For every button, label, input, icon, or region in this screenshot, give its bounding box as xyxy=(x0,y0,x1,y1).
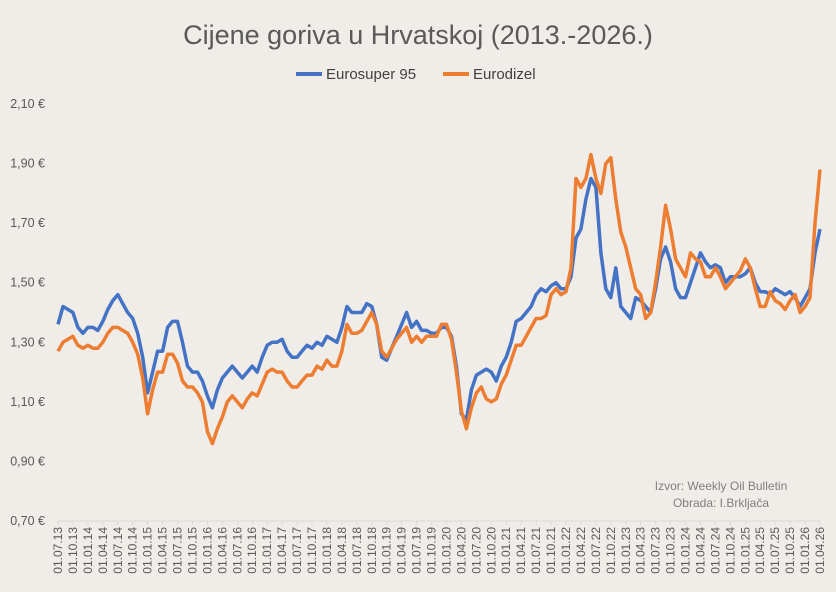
x-tick-label: 01.01.23 xyxy=(619,527,633,574)
y-axis: 0,70 € 0,90 € 1,10 € 1,30 € 1,50 € 1,70 € 1,90… xyxy=(10,97,45,528)
x-tick-label: 01.01.20 xyxy=(439,527,453,574)
y-tick-label: 0,90 € xyxy=(10,454,45,468)
x-tick-label: 01.10.21 xyxy=(544,527,558,574)
x-tick-label: 01.01.18 xyxy=(320,527,334,574)
x-tick-label: 01.10.25 xyxy=(783,527,797,574)
x-tick-label: 01.04.19 xyxy=(395,527,409,574)
x-tick-label: 01.07.23 xyxy=(649,527,663,574)
x-tick-label: 01.07.14 xyxy=(111,527,125,574)
author-annotation: Obrada: I.Brkljača xyxy=(673,496,769,510)
x-tick-label: 01.04.15 xyxy=(156,527,170,574)
source-annotation: Izvor: Weekly Oil Bulletin xyxy=(655,479,788,493)
y-tick-label: 1,30 € xyxy=(10,335,45,349)
x-tick-label: 01.10.18 xyxy=(365,527,379,574)
x-tick-label: 01.04.25 xyxy=(753,527,767,574)
x-tick-label: 01.04.20 xyxy=(454,527,468,574)
x-tick-label: 01.07.25 xyxy=(768,527,782,574)
x-tick-label: 01.04.14 xyxy=(96,527,110,574)
x-tick-label: 01.10.24 xyxy=(723,527,737,574)
x-tick-label: 01.01.15 xyxy=(141,527,155,574)
x-tick-label: 01.01.26 xyxy=(798,527,812,574)
x-axis: 01.07.13 01.10.13 01.01.14 01.04.14 01.07.14… xyxy=(51,520,827,574)
chart-title: Cijene goriva u Hrvatskoj (2013.-2026.) xyxy=(183,20,653,50)
x-tick-label: 01.07.20 xyxy=(469,527,483,574)
x-tick-label: 01.01.24 xyxy=(679,527,693,574)
x-tick-label: 01.01.25 xyxy=(738,527,752,574)
eurosuper-95-line xyxy=(56,176,822,422)
x-tick-label: 01.07.17 xyxy=(290,527,304,574)
x-tick-label: 01.07.16 xyxy=(230,527,244,574)
x-tick-label: 01.04.21 xyxy=(514,527,528,574)
x-tick-label: 01.07.19 xyxy=(410,527,424,574)
x-tick-label: 01.04.26 xyxy=(813,527,827,574)
x-tick-label: 01.01.14 xyxy=(81,527,95,574)
x-tick-label: 01.07.18 xyxy=(350,527,364,574)
x-tick-label: 01.10.17 xyxy=(305,527,319,574)
x-tick-label: 01.10.22 xyxy=(604,527,618,574)
x-tick-label: 01.10.16 xyxy=(245,527,259,574)
x-tick-label: 01.10.23 xyxy=(664,527,678,574)
y-tick-label: 2,10 € xyxy=(10,97,45,111)
x-tick-label: 01.01.16 xyxy=(200,527,214,574)
y-tick-label: 1,90 € xyxy=(10,157,45,171)
x-tick-label: 01.10.19 xyxy=(425,527,439,574)
x-tick-label: 01.10.13 xyxy=(66,527,80,574)
x-tick-label: 01.04.23 xyxy=(634,527,648,574)
y-tick-label: 1,50 € xyxy=(10,276,45,290)
x-tick-label: 01.10.15 xyxy=(185,527,199,574)
y-tick-label: 1,10 € xyxy=(10,395,45,409)
y-tick-label: 1,70 € xyxy=(10,216,45,230)
series-lines xyxy=(56,152,822,446)
legend: Eurosuper 95 Eurodizel xyxy=(296,66,536,83)
x-tick-label: 01.04.18 xyxy=(335,527,349,574)
x-tick-label: 01.10.20 xyxy=(484,527,498,574)
x-tick-label: 01.07.21 xyxy=(529,527,543,574)
x-tick-label: 01.01.19 xyxy=(380,527,394,574)
y-tick-label: 0,70 € xyxy=(10,514,45,528)
x-tick-label: 01.07.15 xyxy=(171,527,185,574)
legend-label-eurodizel: Eurodizel xyxy=(473,66,536,83)
x-tick-label: 01.01.21 xyxy=(499,527,513,574)
x-tick-label: 01.04.16 xyxy=(215,527,229,574)
x-tick-label: 01.04.17 xyxy=(275,527,289,574)
legend-label-eurosuper: Eurosuper 95 xyxy=(326,66,416,83)
x-tick-label: 01.01.17 xyxy=(260,527,274,574)
eurodizel-line xyxy=(56,152,822,446)
x-tick-label: 01.07.24 xyxy=(708,527,722,574)
x-tick-label: 01.04.22 xyxy=(574,527,588,574)
x-tick-label: 01.04.24 xyxy=(693,527,707,574)
x-tick-label: 01.07.13 xyxy=(51,527,65,574)
x-tick-label: 01.07.22 xyxy=(589,527,603,574)
x-tick-label: 01.01.22 xyxy=(559,527,573,574)
x-tick-label: 01.10.14 xyxy=(126,527,140,574)
